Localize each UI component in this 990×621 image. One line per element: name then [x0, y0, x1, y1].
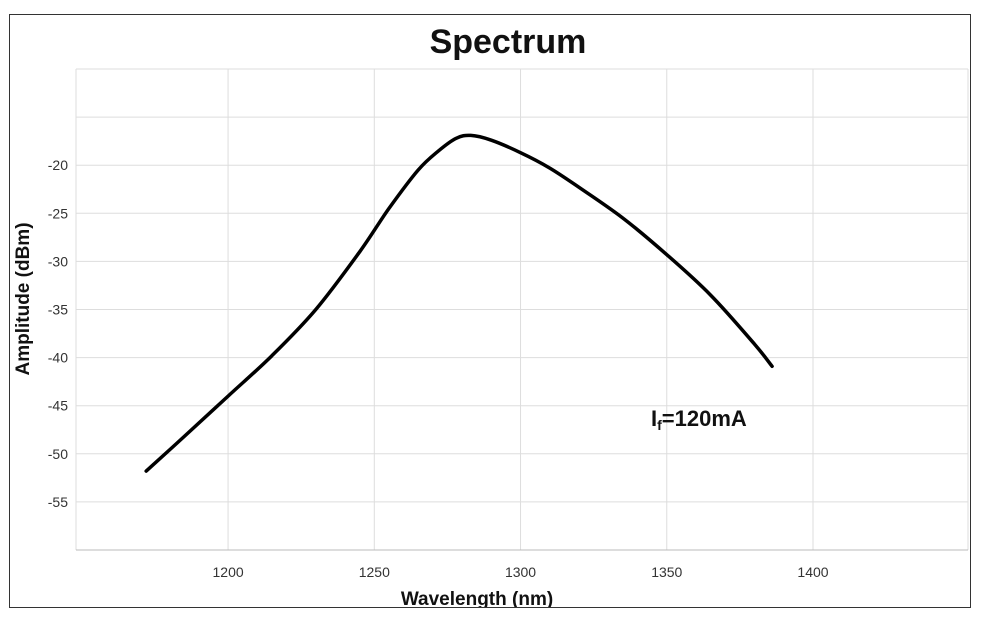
x-tick-label: 1350 — [651, 564, 682, 580]
annotation-value: =120mA — [662, 406, 747, 431]
y-tick-label: -45 — [48, 398, 68, 414]
spectrum-chart: 1200 1250 1300 1350 1400 -20-25-30-35-40-45-… — [13, 23, 969, 607]
chart-frame: 1200 1250 1300 1350 1400 -20 -25 -30 -35 -40 -45-… — [9, 14, 971, 608]
current-annotation: If=120mA — [651, 406, 747, 433]
y-tick-labels: -20 -25 -30 -35 -40 -45 -50 -55 — [48, 157, 68, 510]
annotation-subscript: f — [657, 417, 662, 433]
y-tick-label: -35 — [48, 302, 68, 318]
y-tick-label: -25 — [48, 205, 68, 221]
y-tick-label: -30 — [48, 253, 68, 269]
x-tick-label: 1400 — [797, 564, 828, 580]
y-tick-label: -20 — [48, 157, 68, 173]
spectrum-line — [144, 133, 774, 473]
annotation-main: I — [651, 406, 657, 431]
y-axis-label: Amplitude (dBm) — [13, 222, 34, 375]
x-tick-labels: 1200 1250 1300 1350 1400 — [213, 564, 829, 580]
chart-title: Spectrum — [430, 23, 587, 61]
x-tick-label: 1250 — [359, 564, 390, 580]
grid-lines — [75, 68, 969, 550]
y-tick-label: -50 — [48, 446, 68, 462]
x-axis-label: Wavelength (nm) — [401, 589, 553, 607]
y-tick-label: -55 — [48, 494, 68, 510]
x-tick-label: 1300 — [505, 564, 536, 580]
x-tick-label: 1200 — [213, 564, 244, 580]
y-tick-label: -40 — [48, 350, 68, 366]
